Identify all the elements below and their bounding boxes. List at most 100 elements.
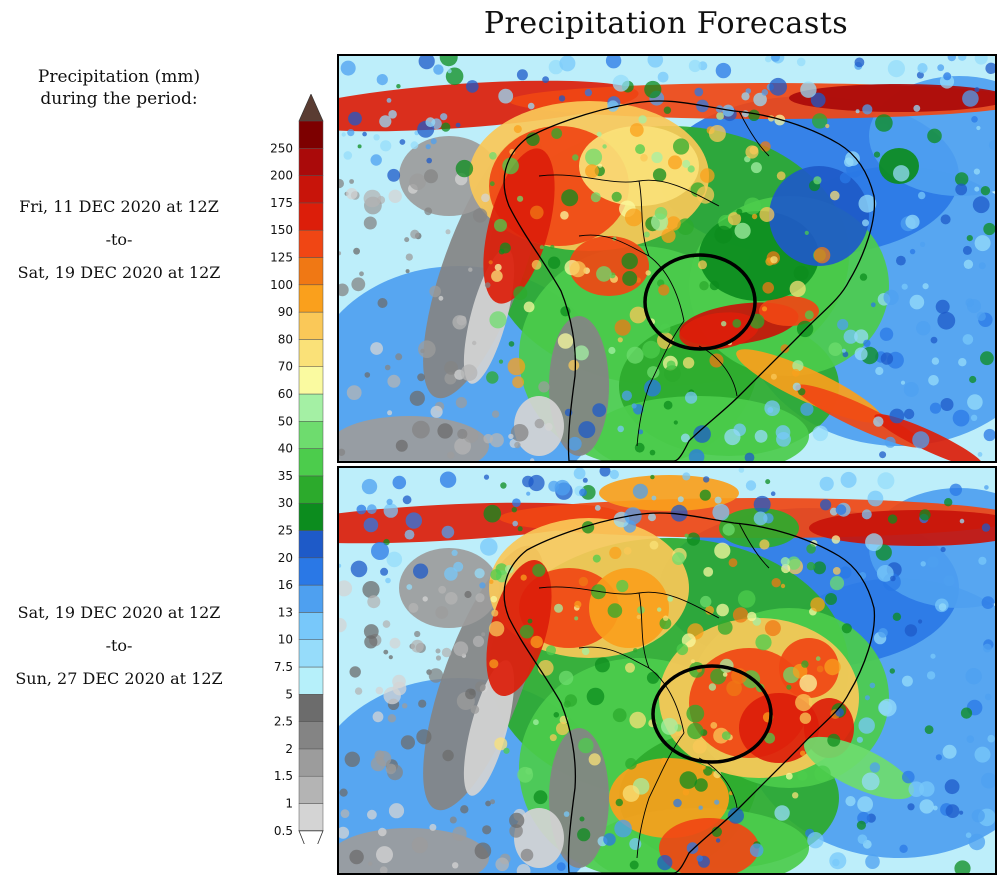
precip-speck [357, 144, 362, 149]
precip-speck [481, 193, 490, 203]
precip-speck [435, 655, 442, 661]
precip-speck [721, 321, 727, 327]
precip-cell [609, 758, 729, 838]
precip-speck [734, 222, 751, 239]
precip-speck [372, 711, 384, 723]
precip-speck [765, 479, 771, 485]
precip-speck [451, 549, 458, 556]
precip-speck [631, 403, 637, 409]
precip-speck [876, 565, 894, 582]
colorbar-swatch [298, 311, 324, 340]
precip-speck [364, 372, 371, 378]
precip-speck [408, 602, 419, 613]
precip-speck [945, 804, 960, 818]
precip-speck [940, 214, 951, 225]
precip-speck [649, 449, 656, 456]
precip-speck [883, 289, 899, 305]
precip-speck [918, 619, 923, 624]
precip-speck [974, 235, 991, 252]
precip-speck [558, 670, 574, 686]
precip-speck [966, 235, 973, 242]
precip-speck [498, 88, 514, 104]
precip-speck [789, 280, 806, 297]
precip-speck [384, 364, 391, 371]
precip-speck [688, 59, 702, 73]
colorbar-tick-label: 25 [278, 524, 293, 538]
precip-speck [537, 660, 554, 676]
precip-speck [617, 337, 623, 343]
precip-speck [688, 449, 705, 461]
colorbar-tick-label: 60 [278, 387, 293, 401]
precip-speck [944, 498, 953, 507]
precip-speck [715, 838, 721, 843]
precip-speck [439, 56, 458, 67]
country-border [636, 320, 685, 447]
legend-heading-line1: Precipitation (mm) [37, 67, 201, 87]
colorbar-tick-label: 20 [278, 551, 293, 565]
precip-speck [559, 56, 576, 72]
precip-speck [747, 611, 757, 622]
precip-speck [699, 489, 711, 501]
precip-speck [379, 115, 392, 128]
precip-speck [708, 683, 717, 691]
precip-speck [386, 498, 393, 505]
colorbar-swatch [298, 530, 324, 559]
precip-speck [363, 517, 379, 533]
precip-speck [791, 368, 800, 377]
precip-speck [938, 603, 947, 611]
precip-cell [809, 510, 995, 546]
precip-speck [909, 248, 916, 255]
precip-speck [399, 139, 406, 145]
precip-speck [677, 496, 684, 503]
precip-speck [530, 205, 544, 220]
precip-speck [753, 495, 771, 513]
legend-heading: Precipitation (mm) during the period: [4, 66, 234, 110]
precip-speck [410, 141, 419, 150]
colorbar-swatch [298, 557, 324, 586]
precip-speck [799, 674, 817, 693]
precip-speck [682, 789, 690, 796]
precip-speck [383, 503, 398, 518]
precip-speck [513, 286, 528, 301]
precip-speck [737, 590, 756, 608]
precip-speck [502, 157, 519, 175]
precip-speck [395, 439, 408, 452]
precip-speck [703, 567, 714, 577]
precip-speck [745, 88, 752, 94]
precip-speck [464, 590, 472, 599]
precip-speck [978, 262, 986, 270]
precip-speck [377, 298, 388, 308]
precip-speck [893, 165, 910, 182]
precip-speck [681, 633, 696, 648]
precip-speck [649, 540, 659, 550]
precip-speck [339, 788, 348, 797]
precip-speck [412, 420, 430, 439]
precip-speck [527, 102, 535, 110]
precip-speck [769, 77, 787, 96]
colorbar-tick-label: 30 [278, 496, 293, 510]
precip-speck [722, 672, 728, 677]
precip-speck [594, 505, 601, 511]
precip-speck [843, 329, 858, 344]
map-2-canvas [339, 468, 995, 873]
precip-speck [960, 707, 973, 719]
precip-speck [879, 327, 894, 341]
precip-speck [475, 681, 486, 692]
precip-speck [409, 173, 426, 191]
precip-speck [347, 129, 355, 137]
precip-speck [371, 542, 389, 560]
precip-speck [889, 408, 905, 424]
colorbar-tick-label: 2.5 [274, 715, 293, 729]
precip-speck [586, 687, 605, 706]
precip-speck [714, 496, 722, 504]
precip-speck [548, 480, 560, 492]
precip-speck [832, 858, 840, 867]
precip-speck [424, 169, 438, 184]
precip-speck [507, 357, 526, 376]
precip-speck [633, 648, 638, 653]
precip-speck [825, 593, 837, 605]
precip-speck [686, 842, 699, 854]
precip-speck [696, 186, 715, 204]
precip-speck [438, 585, 447, 594]
precip-speck [703, 476, 710, 483]
